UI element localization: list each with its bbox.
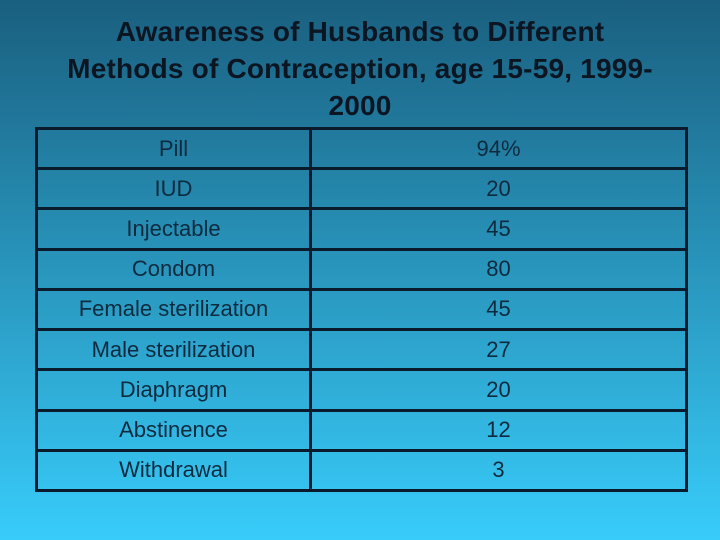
method-cell: Male sterilization <box>35 328 312 372</box>
slide-title-line-2: Methods of Contraception, age 15-59, 199… <box>67 53 653 84</box>
table-row: IUD 20 <box>35 167 688 211</box>
table-row: Injectable 45 <box>35 207 688 251</box>
method-cell: IUD <box>35 167 312 211</box>
value-cell: 27 <box>309 328 688 372</box>
value-cell: 20 <box>309 368 688 412</box>
slide-title: Awareness of Husbands to Different Metho… <box>10 13 710 124</box>
table-row: Female sterilization 45 <box>35 287 688 332</box>
table-row: Male sterilization 27 <box>35 328 688 372</box>
value-cell: 94% <box>309 126 688 171</box>
value-cell: 12 <box>309 408 688 452</box>
value-cell: 20 <box>309 167 688 211</box>
value-cell: 3 <box>309 448 688 493</box>
table-row: Withdrawal 3 <box>35 448 688 493</box>
table-row: Pill 94% <box>35 126 688 171</box>
table-row: Abstinence 12 <box>35 408 688 452</box>
method-cell: Pill <box>35 126 312 171</box>
value-cell: 45 <box>309 207 688 251</box>
contraception-awareness-table: Pill 94% IUD 20 Injectable 45 Condom 80 <box>35 126 688 493</box>
table-row: Condom 80 <box>35 247 688 291</box>
value-cell: 45 <box>309 287 688 332</box>
method-cell: Diaphragm <box>35 368 312 412</box>
method-cell: Condom <box>35 247 312 291</box>
table-row: Diaphragm 20 <box>35 368 688 412</box>
table-body: Pill 94% IUD 20 Injectable 45 Condom 80 <box>35 126 688 493</box>
method-cell: Abstinence <box>35 408 312 452</box>
slide-title-line-1: Awareness of Husbands to Different <box>115 16 605 47</box>
method-cell: Injectable <box>35 207 312 251</box>
slide-title-line-3: 2000 <box>328 90 392 121</box>
method-cell: Withdrawal <box>35 448 312 493</box>
value-cell: 80 <box>309 247 688 291</box>
method-cell: Female sterilization <box>35 287 312 332</box>
